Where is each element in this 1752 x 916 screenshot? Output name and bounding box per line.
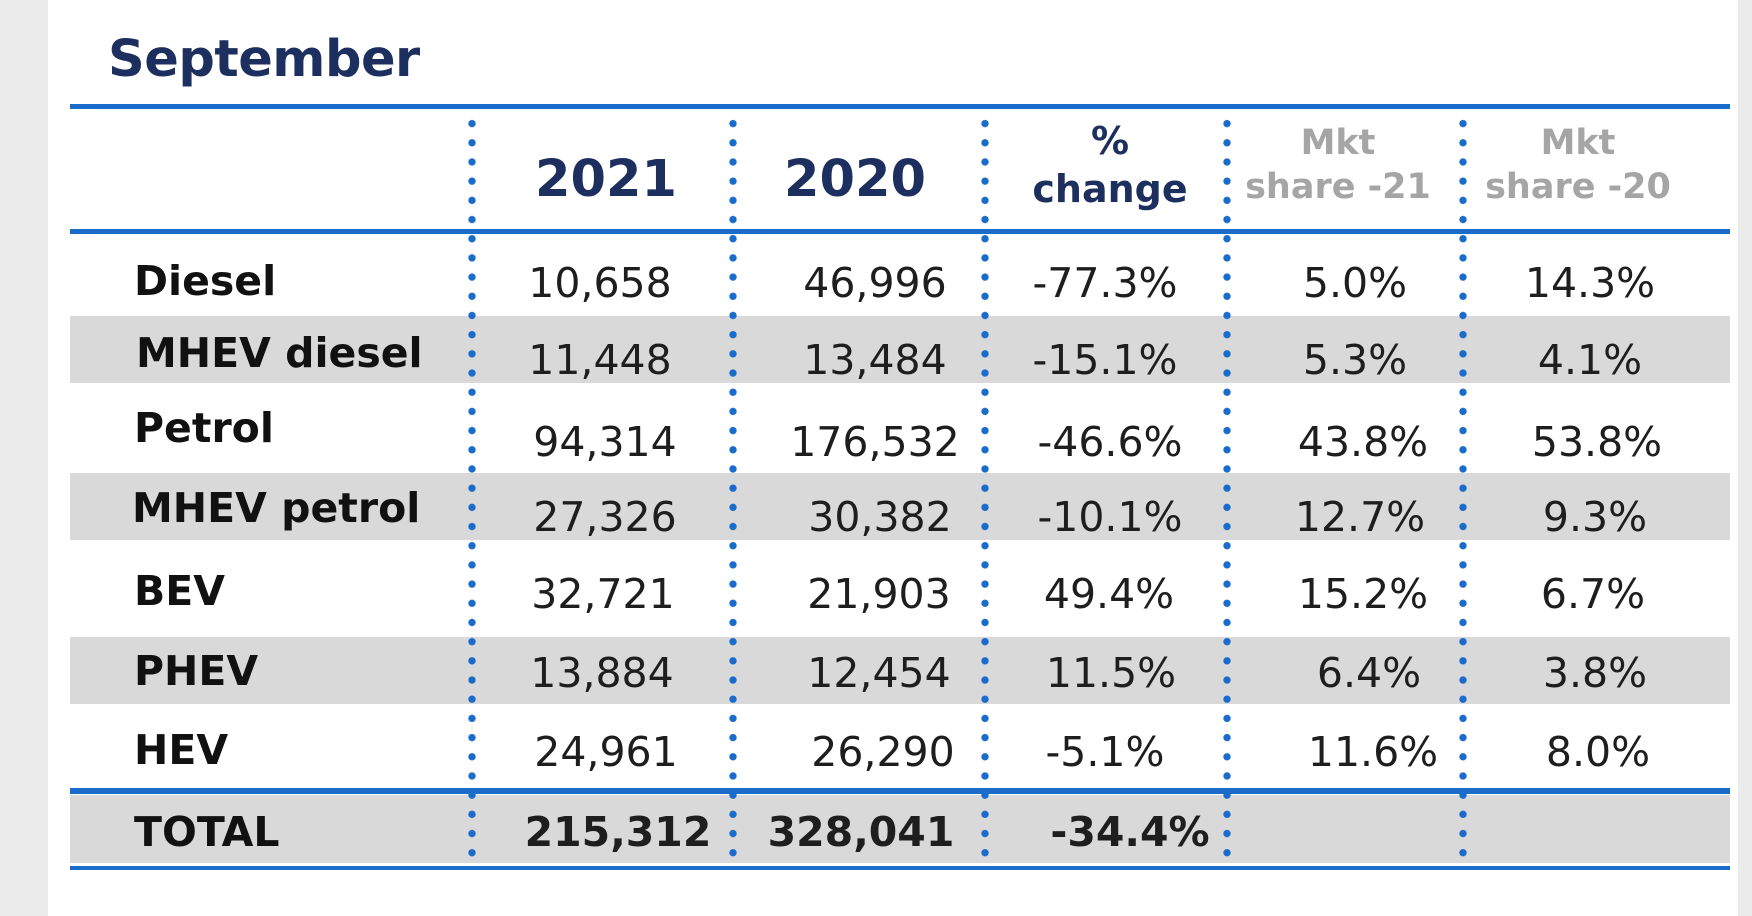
column-separator (1459, 114, 1467, 858)
table-bottom-rule (70, 866, 1730, 870)
total-row-band (70, 795, 1730, 863)
header-mkt20-line2: share -20 (1485, 166, 1671, 207)
cell-mkt21: 11.6% (1307, 728, 1439, 776)
header-pct-change: % change (1000, 118, 1220, 213)
cell-2020: 12,454 (807, 649, 951, 697)
cell-pct-change: 11.5% (1045, 649, 1177, 697)
cell-2021: 94,314 (533, 418, 677, 466)
cell-2021: 27,326 (533, 493, 677, 541)
cell-2020: 13,484 (803, 336, 947, 384)
header-mkt21-line1: Mkt (1300, 123, 1376, 163)
cell-mkt21: 5.0% (1302, 259, 1408, 307)
total-pct-change: -34.4% (1050, 808, 1210, 856)
header-mkt-share-20: Mkt share -20 (1468, 122, 1688, 210)
cell-pct-change: -77.3% (1032, 259, 1178, 307)
cell-2021: 24,961 (534, 728, 678, 776)
cell-mkt20: 9.3% (1542, 493, 1648, 541)
header-mkt20-line1: Mkt (1540, 123, 1616, 163)
row-label: MHEV diesel (136, 329, 423, 377)
cell-2020: 30,382 (808, 493, 952, 541)
row-label: MHEV petrol (132, 484, 421, 532)
column-separator (468, 114, 476, 858)
cell-2021: 32,721 (531, 570, 675, 618)
cell-pct-change: -15.1% (1032, 336, 1178, 384)
total-label: TOTAL (134, 808, 280, 856)
cell-mkt21: 6.4% (1316, 649, 1422, 697)
row-band (70, 473, 1730, 540)
cell-mkt21: 43.8% (1297, 418, 1429, 466)
row-band (70, 316, 1730, 383)
row-label: Petrol (134, 404, 274, 452)
header-mkt21-line2: share -21 (1245, 166, 1431, 207)
cell-mkt20: 8.0% (1545, 728, 1651, 776)
column-separator (1223, 114, 1231, 858)
row-band (70, 637, 1730, 704)
cell-2020: 21,903 (807, 570, 951, 618)
total-top-rule (70, 788, 1730, 794)
table-panel (48, 0, 1738, 916)
cell-mkt20: 53.8% (1531, 418, 1663, 466)
column-separator (981, 114, 989, 858)
row-label: BEV (134, 567, 225, 615)
cell-2021: 11,448 (528, 336, 672, 384)
header-bottom-rule (70, 229, 1730, 234)
cell-pct-change: -5.1% (1045, 728, 1165, 776)
header-top-rule (70, 104, 1730, 109)
cell-2020: 176,532 (790, 418, 960, 466)
header-mkt-share-21: Mkt share -21 (1228, 122, 1448, 210)
page-title: September (108, 30, 420, 89)
cell-mkt20: 6.7% (1540, 570, 1646, 618)
cell-mkt20: 4.1% (1537, 336, 1643, 384)
column-separator (729, 114, 737, 858)
cell-pct-change: -46.6% (1037, 418, 1183, 466)
cell-2021: 13,884 (530, 649, 674, 697)
row-label: HEV (134, 726, 229, 774)
cell-mkt20: 3.8% (1542, 649, 1648, 697)
total-2020: 328,041 (767, 808, 955, 856)
header-2021: 2021 (535, 150, 677, 209)
cell-mkt20: 14.3% (1524, 259, 1656, 307)
cell-pct-change: -10.1% (1037, 493, 1183, 541)
total-2021: 215,312 (524, 808, 712, 856)
cell-2020: 46,996 (803, 259, 947, 307)
row-label: Diesel (134, 257, 277, 305)
cell-mkt21: 12.7% (1294, 493, 1426, 541)
cell-2020: 26,290 (811, 728, 955, 776)
cell-2021: 10,658 (528, 259, 672, 307)
cell-pct-change: 49.4% (1043, 570, 1175, 618)
cell-mkt21: 5.3% (1302, 336, 1408, 384)
row-label: PHEV (134, 647, 259, 695)
cell-mkt21: 15.2% (1297, 570, 1429, 618)
header-pct-line2: change (1032, 166, 1188, 211)
header-2020: 2020 (784, 150, 926, 209)
header-pct-line1: % (1090, 119, 1130, 163)
